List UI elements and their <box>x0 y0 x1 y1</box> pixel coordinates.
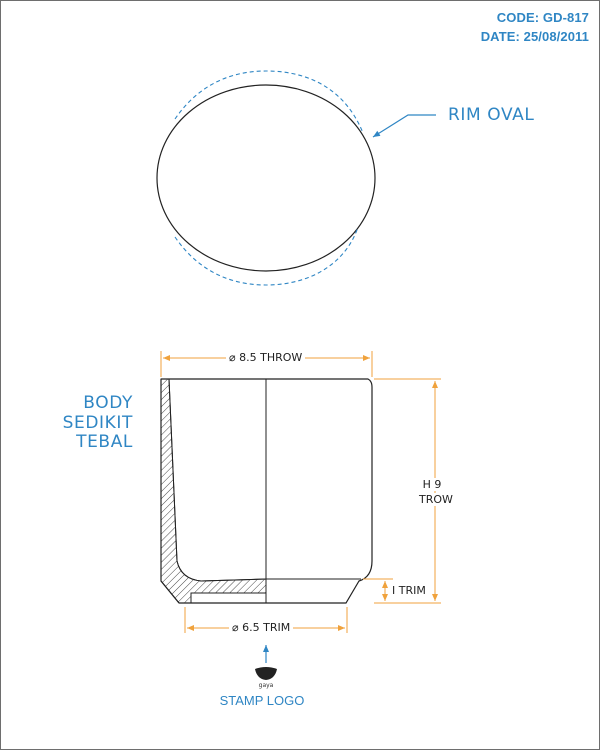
height-dimension-line2: TROW <box>417 493 455 506</box>
body-note-line-2: SEDIKIT <box>62 412 133 433</box>
stamp-logo-mark <box>255 667 277 680</box>
stamp-logo-text: gaya <box>258 682 274 689</box>
rim-oval-outline <box>156 84 376 272</box>
body-note: BODY SEDIKIT TEBAL <box>21 393 133 453</box>
cup-left-edge <box>160 379 180 604</box>
cup-inner-outline <box>168 378 267 582</box>
rim-leader-line <box>372 114 436 138</box>
bottom-width-dimension: ⌀ 6.5 TRIM <box>229 621 294 634</box>
body-note-line-3: TEBAL <box>76 432 133 452</box>
body-note-line-1: BODY <box>83 393 133 413</box>
rim-oval-dashed-top <box>174 70 364 134</box>
foot-recess <box>190 592 267 604</box>
foot-dimension: I TRIM <box>392 584 426 597</box>
stamp-logo-label: STAMP LOGO <box>219 693 305 708</box>
cup-outer-profile <box>161 378 373 604</box>
top-width-dimension: ⌀ 8.5 THROW <box>226 351 306 364</box>
rim-oval-label: RIM OVAL <box>448 105 535 125</box>
cup-section-hatch <box>160 378 267 604</box>
date-label: DATE: 25/08/2011 <box>480 29 589 44</box>
height-dimension-line1: H 9 <box>419 478 445 491</box>
code-label: CODE: GD-817 <box>496 10 589 25</box>
rim-oval-dashed-bottom <box>174 226 359 286</box>
